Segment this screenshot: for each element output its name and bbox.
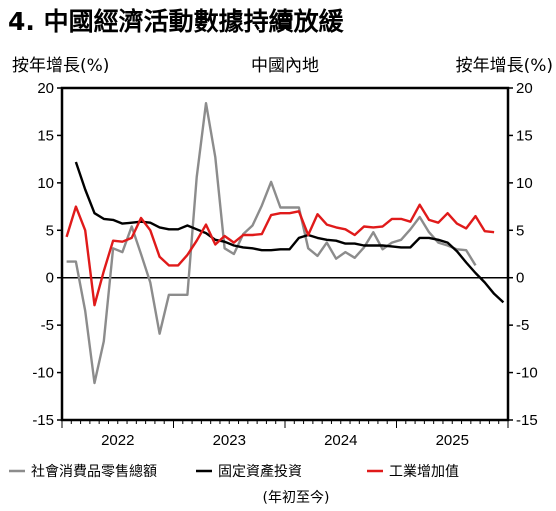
y-tick-label-right: 5 [516, 222, 524, 239]
y-tick-label-left: -5 [41, 317, 54, 334]
y-axis-right: 20 15 10 5 0 -5 -10 -15 [508, 80, 538, 429]
y-tick-label-right: 0 [516, 270, 524, 287]
series-layer [65, 101, 505, 385]
x-tick-label: 2025 [436, 432, 469, 449]
y-axis-left: 20 15 10 5 0 -5 -10 -15 [32, 80, 62, 429]
legend-note: (年初至今) [263, 489, 330, 506]
y-tick-label-right: 20 [516, 80, 533, 97]
y-tick-label-left: 5 [46, 222, 54, 239]
chart-title: 4. 中國經濟活動數據持續放緩 [8, 7, 344, 36]
series-industrial-production [65, 203, 495, 307]
y-tick-label-left: 15 [37, 127, 54, 144]
legend: 社會消費品零售總額 固定資產投資 工業增加值 (年初至今) [9, 463, 459, 506]
y-tick-label-left: -10 [32, 365, 54, 382]
legend-label-industrial: 工業增加值 [389, 464, 459, 480]
series-retail-sales [66, 101, 477, 385]
y-tick-label-right: -10 [516, 365, 538, 382]
y-tick-label-left: 0 [46, 270, 54, 287]
x-tick-label: 2024 [324, 432, 357, 449]
plot-frame [60, 86, 510, 422]
y-tick-label-left: 20 [37, 80, 54, 97]
y-axis-label-right: 按年增長(%) [456, 56, 553, 76]
y-tick-label-right: 10 [516, 175, 533, 192]
chart-subtitle: 中國內地 [251, 56, 319, 76]
x-tick-label: 2023 [213, 432, 246, 449]
x-tick-label: 2022 [101, 432, 134, 449]
series-fixed-asset-investment [74, 161, 505, 304]
y-tick-label-right: 15 [516, 127, 533, 144]
y-tick-label-left: -15 [32, 412, 54, 429]
legend-label-retail: 社會消費品零售總額 [31, 463, 157, 480]
y-tick-label-left: 10 [37, 175, 54, 192]
y-axis-label-left: 按年增長(%) [12, 56, 109, 76]
x-axis: 2022 2023 2024 2025 [61, 276, 509, 449]
y-tick-label-right: -5 [516, 317, 529, 334]
y-tick-label-right: -15 [516, 412, 538, 429]
legend-label-fai: 固定資產投資 [218, 463, 302, 480]
